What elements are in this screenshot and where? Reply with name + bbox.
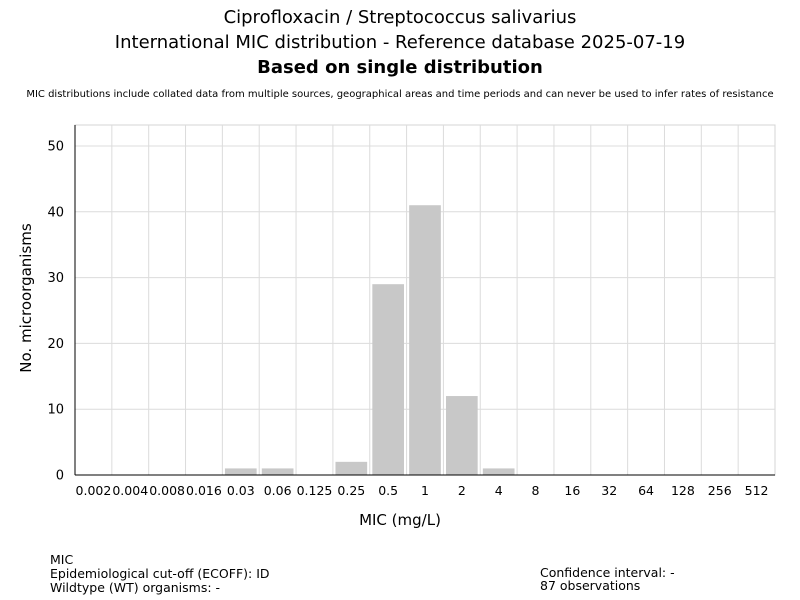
- footer-confidence-interval: Confidence interval: -: [540, 565, 675, 580]
- bar-0.25: [335, 461, 368, 475]
- x-tick-label: 4: [495, 483, 503, 498]
- bar-0.03: [224, 468, 257, 475]
- x-tick-label: 0.016: [186, 483, 222, 498]
- chart-subtitle: International MIC distribution - Referen…: [114, 32, 686, 53]
- footer-observations: 87 observations: [540, 578, 641, 593]
- y-tick-label: 50: [47, 140, 64, 155]
- x-tick-label: 2: [458, 483, 466, 498]
- x-tick-label: 0.06: [264, 483, 292, 498]
- y-tick-label: 0: [56, 469, 64, 484]
- disclaimer-note: MIC distributions include collated data …: [26, 89, 774, 100]
- axis-layer: 0 10 20 30 40 50 0.002 0.004 0.008 0.016 0.03 0.06 0…: [47, 125, 775, 498]
- bar-layer: [224, 205, 515, 475]
- footer-mic: MIC: [50, 552, 74, 567]
- x-tick-label: 8: [532, 483, 540, 498]
- bar-0.06: [261, 468, 294, 475]
- x-tick-label: 0.004: [112, 483, 148, 498]
- x-tick-label: 256: [708, 483, 732, 498]
- x-tick-label: 0.25: [337, 483, 365, 498]
- chart-subtitle-bold: Based on single distribution: [257, 57, 543, 78]
- x-axis-label: MIC (mg/L): [359, 511, 441, 529]
- x-tick-label: 0.008: [149, 483, 185, 498]
- bar-1: [409, 205, 441, 475]
- x-tick-label: 512: [745, 483, 769, 498]
- bar-2: [446, 396, 478, 475]
- y-tick-label: 20: [47, 337, 64, 352]
- y-tick-label: 10: [47, 403, 64, 418]
- y-tick-label: 40: [47, 205, 64, 220]
- x-tick-label: 0.03: [227, 483, 255, 498]
- x-tick-label: 16: [564, 483, 580, 498]
- chart-title: Ciprofloxacin / Streptococcus salivarius: [223, 7, 577, 28]
- y-tick-label: 30: [47, 271, 64, 286]
- y-axis-label: No. microorganisms: [17, 223, 35, 373]
- x-tick-label: 0.5: [378, 483, 398, 498]
- bar-0.5: [372, 284, 404, 475]
- footer-wildtype: Wildtype (WT) organisms: -: [50, 580, 221, 595]
- x-tick-label: 128: [671, 483, 695, 498]
- x-tick-label: 1: [421, 483, 429, 498]
- x-tick-label: 32: [601, 483, 617, 498]
- x-tick-label: 64: [638, 483, 654, 498]
- x-tick-label: 0.002: [76, 483, 112, 498]
- x-tick-label: 0.125: [297, 483, 333, 498]
- footer-ecoff: Epidemiological cut-off (ECOFF): ID: [50, 566, 270, 581]
- bar-4: [482, 468, 515, 475]
